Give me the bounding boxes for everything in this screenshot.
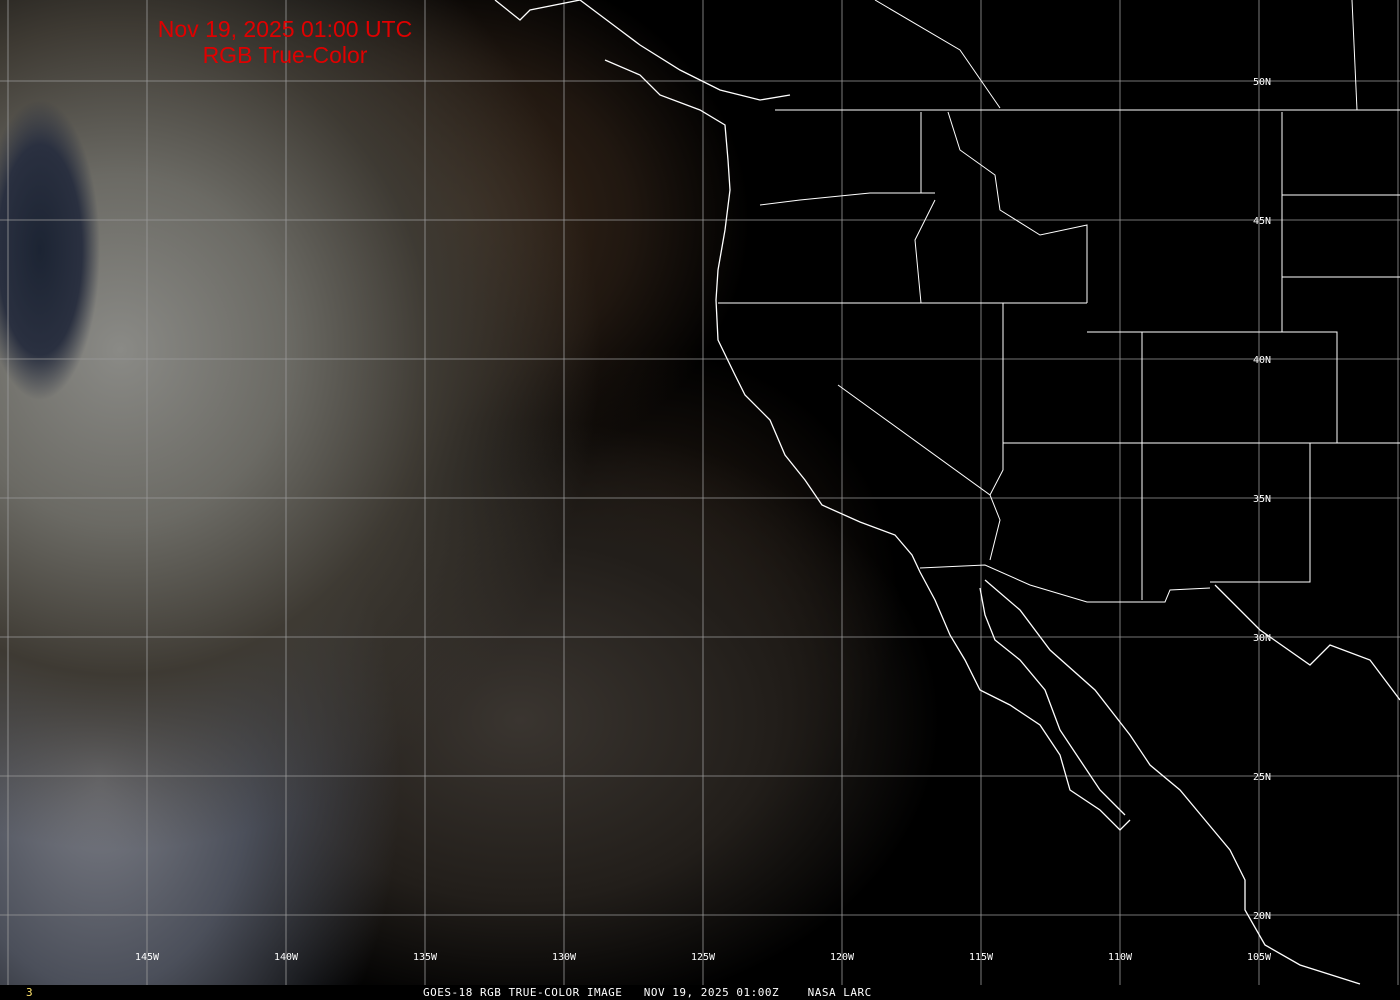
- longitude-label: 120W: [830, 952, 855, 963]
- footer-bar: 3 GOES-18 RGB TRUE-COLOR IMAGE NOV 19, 2…: [0, 985, 1400, 1000]
- border-nv-ut: [989, 303, 1004, 496]
- border-ca-nv: [837, 384, 1001, 561]
- footer-caption: GOES-18 RGB TRUE-COLOR IMAGE NOV 19, 202…: [423, 986, 872, 999]
- latitude-label: 30N: [1253, 633, 1271, 644]
- border-mt-nd: [1351, 0, 1358, 111]
- longitude-label: 115W: [969, 952, 994, 963]
- coastline-gulf-west: [979, 587, 1126, 816]
- latitude-label: 40N: [1253, 355, 1271, 366]
- coast-bc: [494, 0, 791, 101]
- longitude-label: 125W: [691, 952, 716, 963]
- border-canada-upper: [874, 0, 1001, 109]
- latitude-labels: 50N 45N 40N 35N 30N 25N 20N: [1253, 77, 1271, 922]
- political-borders: [718, 0, 1400, 603]
- border-or-id: [914, 199, 936, 304]
- longitude-label: 145W: [135, 952, 160, 963]
- border-ut-co: [1087, 331, 1338, 443]
- longitude-label: 110W: [1108, 952, 1133, 963]
- latitude-label: 50N: [1253, 77, 1271, 88]
- frame-number: 3: [26, 986, 33, 999]
- longitude-label: 135W: [413, 952, 438, 963]
- border-wa-or: [759, 192, 935, 206]
- latitude-label: 45N: [1253, 216, 1271, 227]
- border-nm-tx: [1210, 443, 1311, 583]
- coastline-pacific: [604, 59, 1131, 831]
- coastline-mainland-mexico: [984, 579, 1361, 985]
- coastlines: [494, 0, 1400, 985]
- longitude-label: 130W: [552, 952, 577, 963]
- title-datetime: Nov 19, 2025 01:00 UTC: [157, 16, 413, 42]
- coastline-gulf-mexico-east: [1214, 584, 1400, 701]
- longitude-label: 105W: [1247, 952, 1272, 963]
- border-id-mt: [947, 111, 1088, 303]
- border-us-mexico: [919, 564, 1211, 603]
- longitude-label: 140W: [274, 952, 299, 963]
- latitude-label: 20N: [1253, 911, 1271, 922]
- title-product: RGB True-Color: [202, 42, 368, 68]
- latitude-label: 35N: [1253, 494, 1271, 505]
- latitude-label: 25N: [1253, 772, 1271, 783]
- longitude-labels: 145W 140W 135W 130W 125W 120W 115W 110W 105W: [135, 952, 1272, 963]
